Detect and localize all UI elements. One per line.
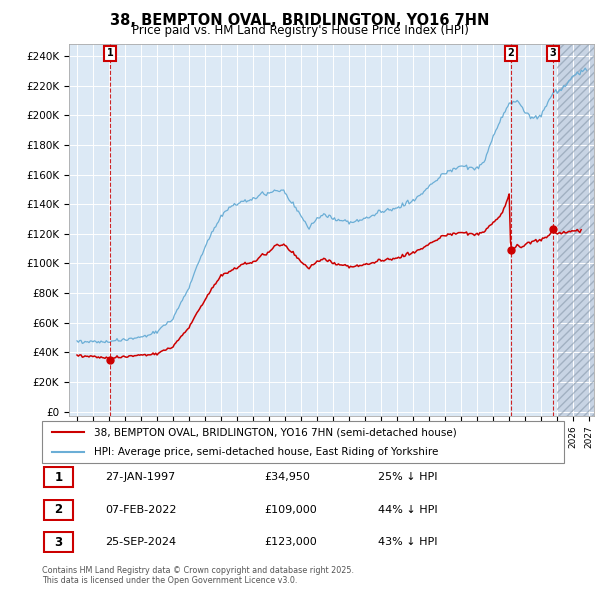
Text: 3: 3 bbox=[55, 536, 62, 549]
Bar bbox=[557, 44, 600, 416]
Text: 1: 1 bbox=[55, 471, 62, 484]
Text: 2: 2 bbox=[55, 503, 62, 516]
Text: Price paid vs. HM Land Registry's House Price Index (HPI): Price paid vs. HM Land Registry's House … bbox=[131, 24, 469, 37]
Bar bbox=[557, 44, 600, 416]
Text: 1: 1 bbox=[107, 48, 113, 58]
Text: 38, BEMPTON OVAL, BRIDLINGTON, YO16 7HN: 38, BEMPTON OVAL, BRIDLINGTON, YO16 7HN bbox=[110, 13, 490, 28]
Text: 07-FEB-2022: 07-FEB-2022 bbox=[105, 505, 176, 514]
Text: £123,000: £123,000 bbox=[264, 537, 317, 547]
Text: 27-JAN-1997: 27-JAN-1997 bbox=[105, 473, 175, 482]
Text: £34,950: £34,950 bbox=[264, 473, 310, 482]
Text: 38, BEMPTON OVAL, BRIDLINGTON, YO16 7HN (semi-detached house): 38, BEMPTON OVAL, BRIDLINGTON, YO16 7HN … bbox=[94, 427, 457, 437]
Text: £109,000: £109,000 bbox=[264, 505, 317, 514]
Text: 43% ↓ HPI: 43% ↓ HPI bbox=[378, 537, 437, 547]
Text: 2: 2 bbox=[508, 48, 514, 58]
Text: 44% ↓ HPI: 44% ↓ HPI bbox=[378, 505, 437, 514]
FancyBboxPatch shape bbox=[44, 532, 73, 552]
FancyBboxPatch shape bbox=[44, 467, 73, 487]
Text: 25-SEP-2024: 25-SEP-2024 bbox=[105, 537, 176, 547]
Text: 3: 3 bbox=[550, 48, 556, 58]
Text: 25% ↓ HPI: 25% ↓ HPI bbox=[378, 473, 437, 482]
FancyBboxPatch shape bbox=[42, 421, 564, 463]
Text: HPI: Average price, semi-detached house, East Riding of Yorkshire: HPI: Average price, semi-detached house,… bbox=[94, 447, 439, 457]
Text: Contains HM Land Registry data © Crown copyright and database right 2025.
This d: Contains HM Land Registry data © Crown c… bbox=[42, 566, 354, 585]
FancyBboxPatch shape bbox=[44, 500, 73, 520]
